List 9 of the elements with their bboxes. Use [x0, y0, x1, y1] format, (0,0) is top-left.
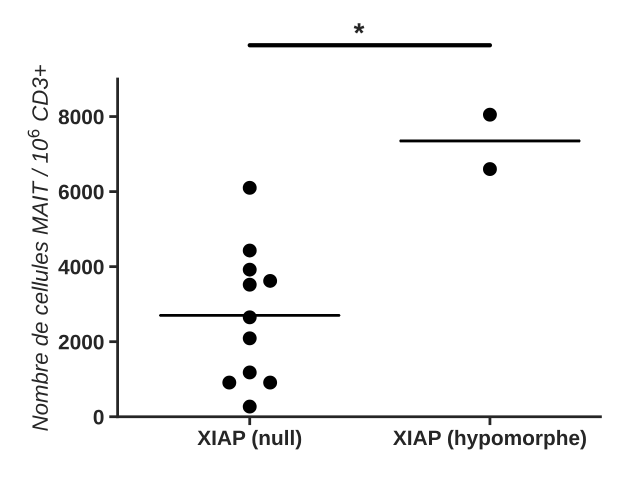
y-tick-label: 8000	[58, 110, 104, 124]
x-tick-label: XIAP (null)	[197, 430, 302, 450]
y-tick-label: 4000	[58, 260, 104, 274]
x-tick-label: XIAP (hypomorphe)	[393, 430, 586, 450]
y-axis-title: Nombre de cellules MAIT / 10$^{6}$ CD3+	[28, 65, 48, 431]
y-tick-label: 6000	[58, 184, 104, 200]
y-tick-label: 0	[94, 410, 104, 424]
text: *	[354, 23, 364, 34]
y-tick-label: 2000	[58, 334, 104, 350]
